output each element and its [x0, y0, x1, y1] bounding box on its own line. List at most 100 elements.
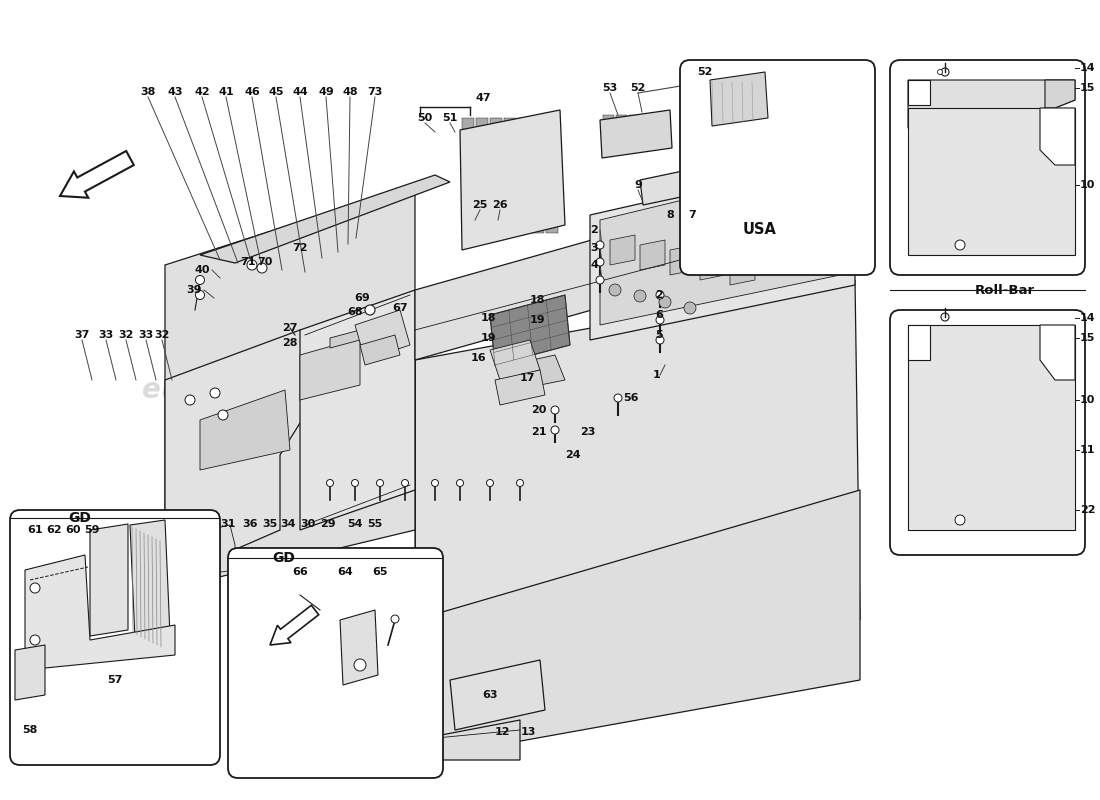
- Polygon shape: [640, 160, 738, 205]
- Text: 8: 8: [667, 210, 674, 220]
- Text: 31: 31: [220, 519, 235, 529]
- Circle shape: [257, 263, 267, 273]
- Bar: [629, 115, 640, 122]
- Bar: [518, 196, 530, 207]
- Polygon shape: [300, 338, 360, 400]
- Circle shape: [940, 68, 949, 76]
- Bar: [546, 183, 558, 194]
- Text: 10: 10: [1080, 180, 1096, 190]
- Circle shape: [656, 336, 664, 344]
- Bar: [462, 222, 474, 233]
- Circle shape: [596, 241, 604, 249]
- Text: 9: 9: [634, 180, 642, 190]
- Circle shape: [551, 426, 559, 434]
- Text: 15: 15: [1080, 333, 1096, 343]
- Polygon shape: [600, 110, 672, 158]
- Bar: [476, 196, 488, 207]
- Text: 63: 63: [482, 690, 497, 700]
- Bar: [518, 222, 530, 233]
- Text: 25: 25: [472, 200, 487, 210]
- Text: 34: 34: [280, 519, 296, 529]
- Bar: [462, 196, 474, 207]
- Text: 33: 33: [139, 330, 154, 340]
- Bar: [546, 170, 558, 181]
- Bar: [616, 123, 627, 130]
- Bar: [532, 144, 544, 155]
- Text: 52: 52: [630, 83, 646, 93]
- Circle shape: [955, 240, 965, 250]
- FancyBboxPatch shape: [10, 510, 220, 765]
- Polygon shape: [908, 325, 1075, 530]
- Bar: [518, 157, 530, 168]
- Bar: [642, 115, 653, 122]
- Polygon shape: [490, 295, 570, 365]
- Circle shape: [402, 479, 408, 486]
- Bar: [504, 118, 516, 129]
- Text: 73: 73: [367, 87, 383, 97]
- Circle shape: [551, 406, 559, 414]
- Text: 21: 21: [531, 427, 547, 437]
- Bar: [546, 118, 558, 129]
- Text: 48: 48: [342, 87, 358, 97]
- Text: 72: 72: [293, 243, 308, 253]
- Text: GD: GD: [272, 551, 295, 565]
- Bar: [476, 170, 488, 181]
- Bar: [504, 183, 516, 194]
- Text: 20: 20: [531, 405, 547, 415]
- Polygon shape: [360, 335, 400, 365]
- Text: 24: 24: [565, 450, 581, 460]
- Text: GD: GD: [68, 511, 91, 525]
- Circle shape: [596, 258, 604, 266]
- Circle shape: [955, 515, 965, 525]
- Bar: [546, 209, 558, 220]
- FancyArrow shape: [270, 606, 319, 645]
- Polygon shape: [200, 390, 290, 470]
- Circle shape: [656, 316, 664, 324]
- Text: 61: 61: [28, 525, 43, 535]
- Polygon shape: [415, 215, 750, 360]
- Text: 43: 43: [167, 87, 183, 97]
- Text: 27: 27: [283, 323, 298, 333]
- Bar: [504, 157, 516, 168]
- Text: 13: 13: [520, 727, 536, 737]
- Bar: [603, 115, 614, 122]
- Text: 67: 67: [393, 303, 408, 313]
- Bar: [462, 118, 474, 129]
- Bar: [642, 123, 653, 130]
- Circle shape: [940, 313, 949, 321]
- Bar: [504, 196, 516, 207]
- Circle shape: [365, 305, 375, 315]
- Bar: [462, 131, 474, 142]
- Bar: [490, 209, 502, 220]
- Bar: [629, 131, 640, 138]
- Bar: [518, 118, 530, 129]
- Text: 14: 14: [1080, 313, 1096, 323]
- Polygon shape: [510, 355, 565, 390]
- Bar: [490, 183, 502, 194]
- Text: 4: 4: [590, 260, 598, 270]
- Bar: [518, 131, 530, 142]
- Circle shape: [196, 290, 205, 299]
- Polygon shape: [730, 255, 755, 285]
- Polygon shape: [640, 240, 666, 270]
- Text: 44: 44: [293, 87, 308, 97]
- Bar: [476, 118, 488, 129]
- Bar: [518, 144, 530, 155]
- Polygon shape: [25, 555, 175, 670]
- Text: eurospares: eurospares: [493, 456, 668, 484]
- Bar: [518, 209, 530, 220]
- Bar: [504, 209, 516, 220]
- Text: 33: 33: [98, 330, 113, 340]
- Polygon shape: [200, 175, 450, 263]
- Text: 2: 2: [656, 290, 663, 300]
- Text: 69: 69: [354, 293, 370, 303]
- Bar: [616, 139, 627, 146]
- Text: 53: 53: [603, 83, 617, 93]
- Bar: [629, 123, 640, 130]
- Polygon shape: [165, 185, 415, 590]
- Bar: [546, 196, 558, 207]
- FancyBboxPatch shape: [890, 310, 1085, 555]
- FancyBboxPatch shape: [890, 60, 1085, 275]
- Bar: [504, 170, 516, 181]
- Bar: [462, 170, 474, 181]
